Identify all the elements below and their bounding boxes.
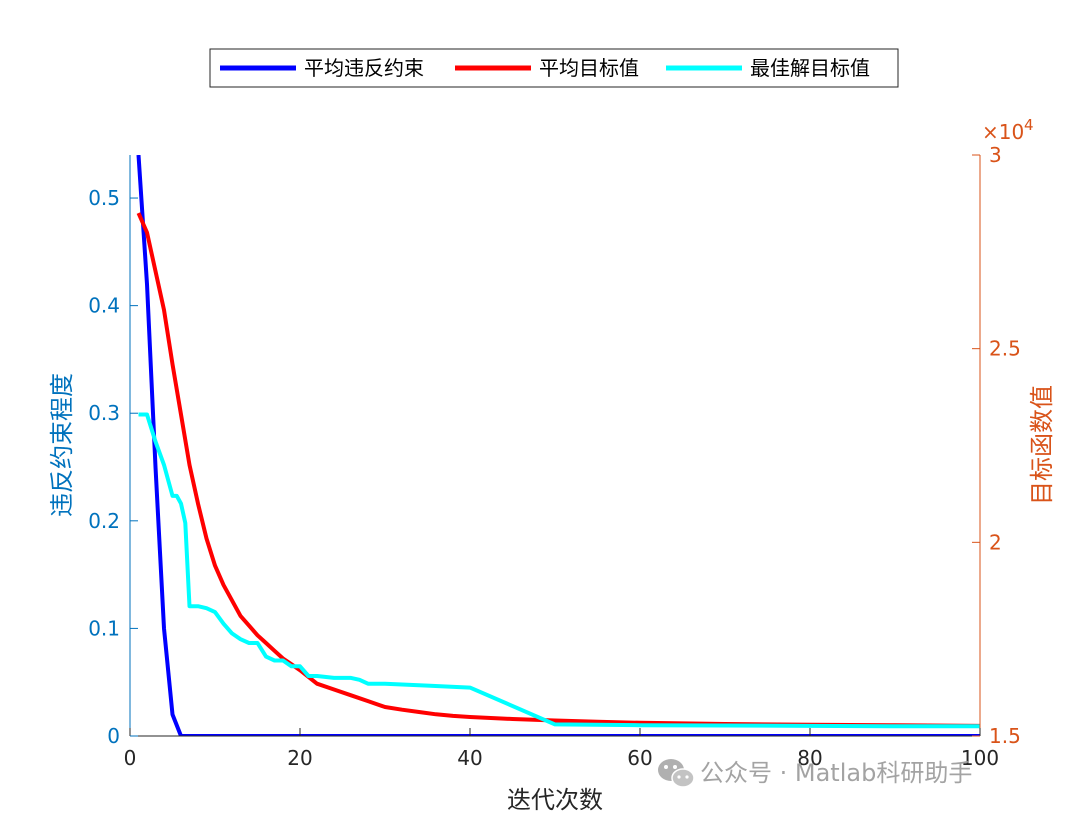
legend-label-series-2: 平均目标值 <box>539 56 639 80</box>
x-ticks: 0 20 40 60 80 100 <box>124 728 999 770</box>
right-y-tick-label: 2.5 <box>989 337 1021 361</box>
watermark: 公众号 · Matlab科研助手 <box>658 759 972 788</box>
legend: 平均违反约束 平均目标值 最佳解目标值 <box>209 48 899 88</box>
right-y-tick-label: 3 <box>989 143 1002 167</box>
series-line-avg-violation <box>136 155 980 736</box>
left-y-tick-label: 0.4 <box>88 294 120 318</box>
right-y-ticks: 1.5 2 2.5 3 <box>972 143 1021 748</box>
left-y-tick-label: 0.3 <box>88 401 120 425</box>
x-tick-label: 40 <box>457 746 482 770</box>
left-y-tick-label: 0.5 <box>88 186 120 210</box>
right-y-axis-label: 目标函数值 <box>1028 385 1056 505</box>
left-y-axis-label: 违反约束程度 <box>48 373 76 517</box>
legend-label-series-3: 最佳解目标值 <box>750 56 870 80</box>
right-axis-exponent-base: ×10 <box>982 120 1024 144</box>
series-layer <box>136 155 980 736</box>
left-y-tick-label: 0.1 <box>88 616 120 640</box>
right-y-tick-label: 1.5 <box>989 724 1021 748</box>
right-axis-exponent: ×10 4 <box>982 116 1034 144</box>
right-axis-exponent-power: 4 <box>1024 116 1034 134</box>
x-tick-label: 0 <box>124 746 137 770</box>
watermark-text: 公众号 · Matlab科研助手 <box>700 759 972 787</box>
wechat-icon <box>658 759 695 788</box>
x-tick-label: 80 <box>797 746 822 770</box>
axes-layer: 0 20 40 60 80 100 0 0.1 0.2 0.3 0.4 0.5 1.5 2 2.5 3 <box>88 143 1021 770</box>
x-tick-label: 60 <box>627 746 652 770</box>
x-tick-label: 100 <box>961 746 999 770</box>
series-line-avg-objective <box>136 212 980 728</box>
left-y-ticks: 0 0.1 0.2 0.3 0.4 0.5 <box>88 186 138 748</box>
x-tick-label: 20 <box>287 746 312 770</box>
legend-label-series-1: 平均违反约束 <box>304 56 424 80</box>
series-line-best-objective <box>138 412 980 729</box>
left-y-tick-label: 0 <box>107 724 120 748</box>
left-y-tick-label: 0.2 <box>88 509 120 533</box>
x-axis-label: 迭代次数 <box>507 786 603 814</box>
right-y-tick-label: 2 <box>989 530 1002 554</box>
legend-box <box>209 48 899 88</box>
